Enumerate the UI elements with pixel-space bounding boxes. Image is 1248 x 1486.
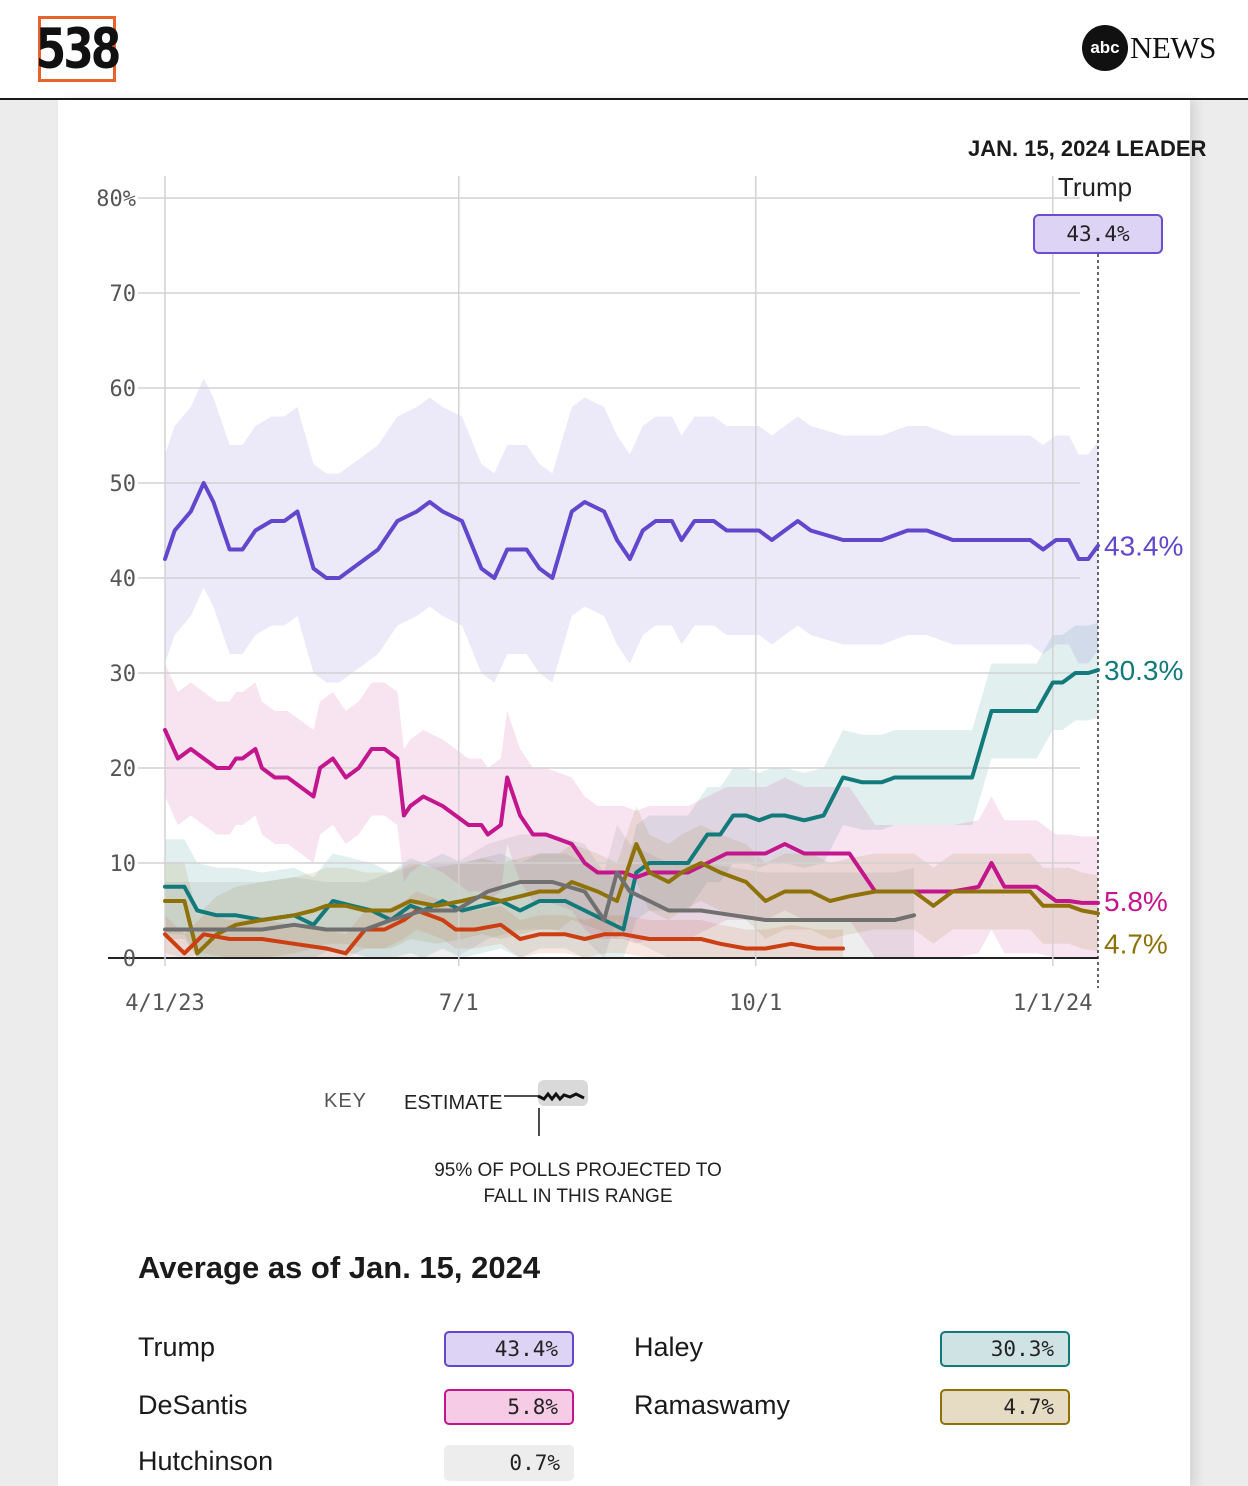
key-estimate-graphic [504,1080,588,1136]
x-tick-label: 7/1 [439,991,479,1016]
abc-circle-logo: abc [1082,25,1128,71]
key-estimate-label: ESTIMATE [404,1092,503,1114]
y-tick-label: 60 [110,377,137,402]
series-line-hutchinson [163,908,845,956]
series-line-ramaswamy [163,842,1100,956]
end-label-ramaswamy: 4.7% [1104,928,1168,959]
candidate-value-haley: 30.3% [940,1331,1070,1367]
series-line-trump [163,481,1100,580]
end-label-trump: 43.4% [1104,531,1183,562]
candidate-name-haley: Haley [634,1332,704,1362]
logo-538[interactable]: 538 [35,16,122,82]
band-trump [165,378,1098,683]
series-line-others [163,870,916,932]
end-label-haley: 30.3% [1104,655,1183,686]
y-tick-label: 20 [110,757,137,782]
key-range-line2: FALL IN THIS RANGE [483,1186,673,1207]
abc-news-wordmark: NEWS [1130,30,1216,65]
abc-news-logo[interactable]: abc NEWS [1082,24,1216,72]
y-tick-label: 80% [96,187,136,212]
x-tick-label: 4/1/23 [125,991,204,1016]
x-tick-label: 1/1/24 [1013,991,1092,1016]
candidate-name-hutchinson: Hutchinson [138,1446,274,1476]
uncertainty-bands [165,378,1098,958]
candidate-name-desantis: DeSantis [138,1390,248,1420]
logo-538-text: 538 [35,17,122,81]
series-end-labels: 43.4% 30.3% 5.8% 4.7% [1104,531,1183,960]
leader-heading: JAN. 15, 2024 LEADER [968,136,1207,161]
candidate-name-trump: Trump [138,1332,216,1362]
candidate-value-trump: 43.4% [444,1331,574,1367]
chart-grid [108,176,1099,988]
candidate-value-hutchinson: 0.7% [444,1445,574,1481]
leader-value-badge: 43.4% [1033,214,1163,254]
key-range-line1: 95% OF POLLS PROJECTED TO [434,1160,722,1181]
key-range-label: 95% OF POLLS PROJECTED TO FALL IN THIS R… [400,1158,756,1210]
candidate-name-ramaswamy: Ramaswamy [634,1390,791,1420]
chart-axes: 0 10 20 30 40 50 60 70 80% 4/1/23 7/1 10/1 1/1/24 [96,187,1092,1016]
y-tick-label: 70 [110,282,137,307]
y-tick-label: 30 [110,662,137,687]
x-tick-label: 10/1 [729,991,782,1016]
site-header: 538 abc NEWS [0,0,1248,100]
candidate-value-ramaswamy: 4.7% [940,1389,1070,1425]
y-tick-label: 50 [110,472,137,497]
average-title: Average as of Jan. 15, 2024 [138,1250,541,1285]
band-desantis [165,663,1098,958]
content-panel [58,100,1190,1486]
chart-series [163,481,1100,956]
y-tick-label: 40 [110,567,137,592]
leader-name: Trump [1057,172,1133,202]
candidate-value-desantis: 5.8% [444,1389,574,1425]
y-tick-label: 0 [123,947,136,972]
key-title: KEY [324,1090,368,1112]
end-label-desantis: 5.8% [1104,886,1168,917]
band-haley [165,622,1098,958]
y-tick-label: 10 [110,852,137,877]
